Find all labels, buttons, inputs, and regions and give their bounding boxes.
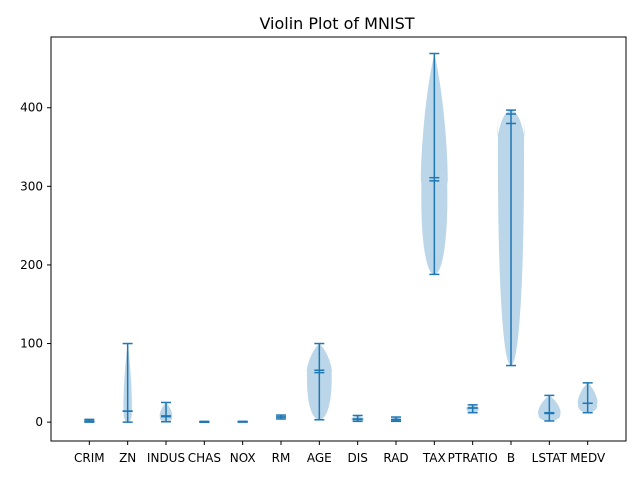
x-tick-label: LSTAT [532, 451, 568, 465]
x-tick-label: PTRATIO [448, 451, 498, 465]
stats-group [84, 52, 593, 423]
x-tick-label: RAD [383, 451, 408, 465]
violins-group [83, 53, 598, 423]
x-tick-label: AGE [307, 451, 332, 465]
x-tick-label: CHAS [188, 451, 221, 465]
x-tick-label: ZN [119, 451, 136, 465]
x-axis-ticks: CRIM ZN INDUS CHAS NOX RM AGE DIS RAD TAX PTRATIO B… [74, 441, 606, 465]
y-tick-label: 400 [20, 101, 43, 115]
y-tick-label: 300 [20, 179, 43, 193]
chart-title: Violin Plot of MNIST [259, 14, 414, 33]
x-tick-label: NOX [230, 451, 256, 465]
x-tick-label: INDUS [147, 451, 185, 465]
x-tick-label: TAX [422, 451, 446, 465]
plot-area-frame [50, 36, 627, 442]
y-axis-ticks: 0 100 200 300 400 [20, 101, 51, 429]
x-tick-label: DIS [347, 451, 367, 465]
x-tick-label: RM [272, 451, 291, 465]
y-tick-label: 0 [35, 415, 43, 429]
x-tick-label: MEDV [570, 451, 606, 465]
y-tick-label: 200 [20, 258, 43, 272]
x-tick-label: CRIM [74, 451, 105, 465]
x-tick-label: B [507, 451, 515, 465]
y-tick-label: 100 [20, 337, 43, 351]
